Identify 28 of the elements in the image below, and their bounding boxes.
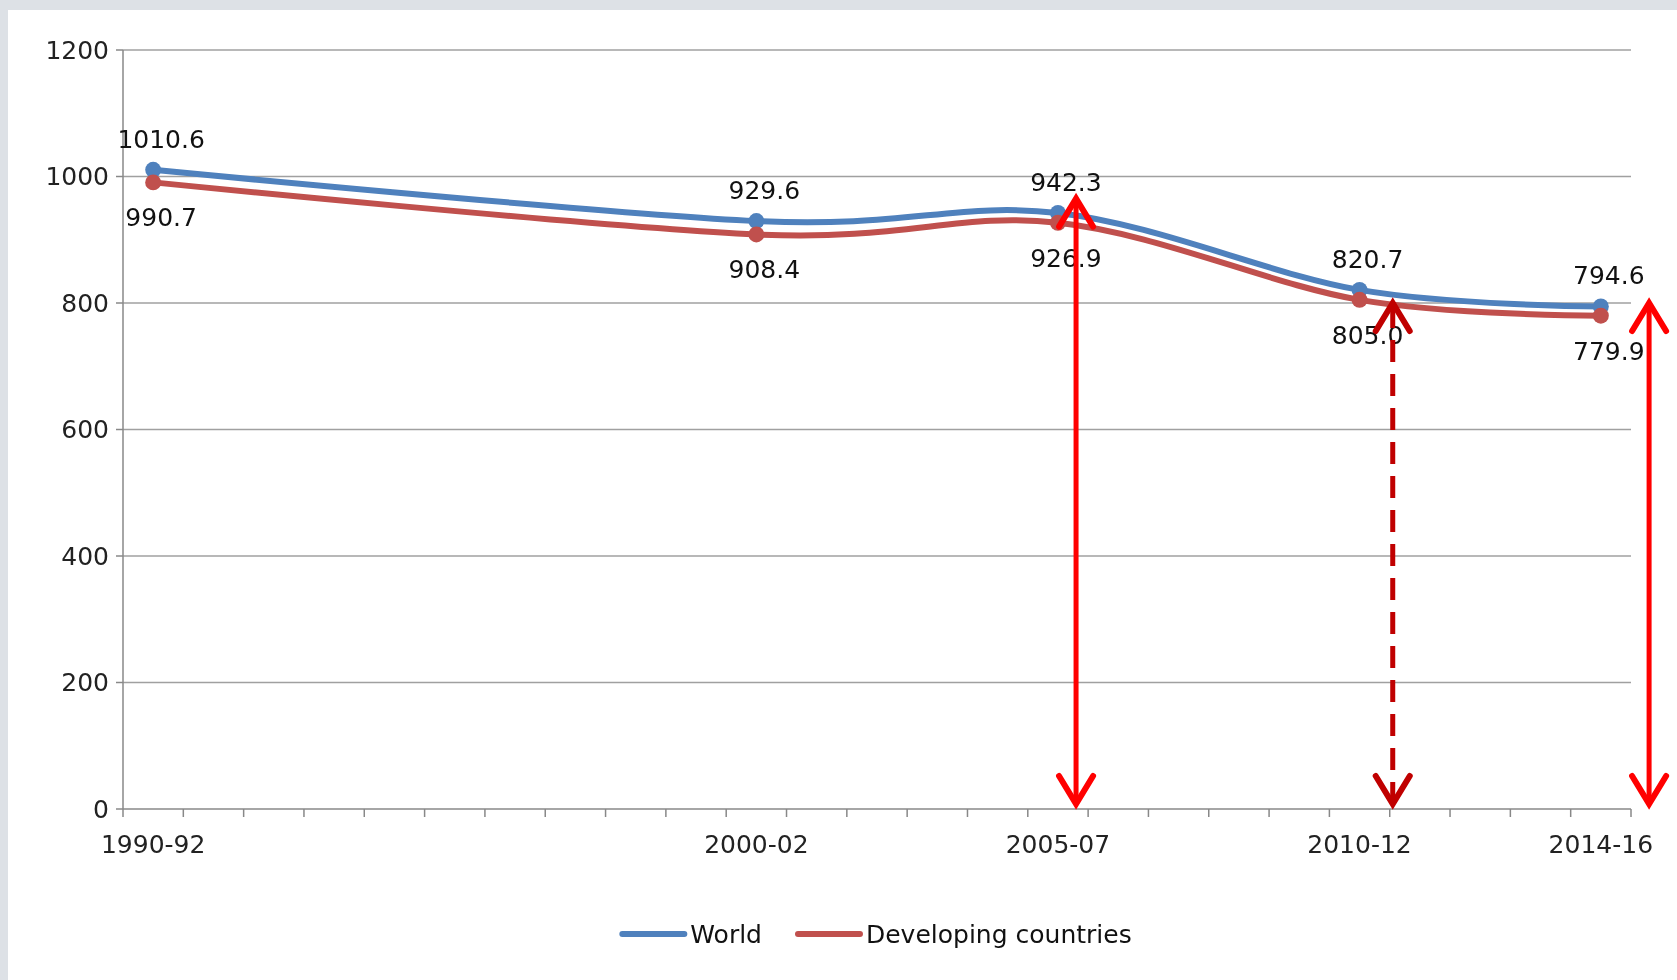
data-label: 820.7	[1331, 244, 1404, 274]
y-tick-label: 800	[61, 288, 109, 318]
data-label: 942.3	[1030, 168, 1102, 197]
y-tick-label: 1000	[45, 162, 109, 192]
y-tick-label: 600	[61, 415, 109, 445]
data-label: 990.7	[125, 203, 197, 233]
data-label: 805.0	[1331, 320, 1404, 350]
point	[1351, 291, 1368, 308]
data-label: 929.6	[728, 176, 801, 206]
data-label: 908.4	[728, 255, 801, 285]
y-tick-label: 200	[61, 668, 109, 698]
y-tick-label: 0	[93, 794, 109, 824]
data-label: 779.9	[1573, 336, 1645, 366]
y-tick-label: 1200	[45, 35, 109, 65]
x-tick-label: 1990-92	[100, 830, 206, 859]
point	[1592, 307, 1609, 324]
y-tick-label: 400	[61, 541, 109, 571]
data-label: 794.6	[1573, 261, 1645, 291]
data-label: 1010.6	[117, 124, 205, 154]
legend-label: Developing countries	[865, 919, 1132, 949]
legend-label: World	[690, 919, 762, 949]
x-tick-label: 2005-07	[1005, 830, 1111, 859]
x-tick-label: 2014-16	[1548, 830, 1654, 859]
x-tick-label: 2010-12	[1307, 830, 1412, 859]
point	[145, 174, 162, 191]
point	[748, 213, 765, 229]
x-tick-label: 2000-02	[704, 830, 809, 859]
point	[748, 226, 765, 243]
